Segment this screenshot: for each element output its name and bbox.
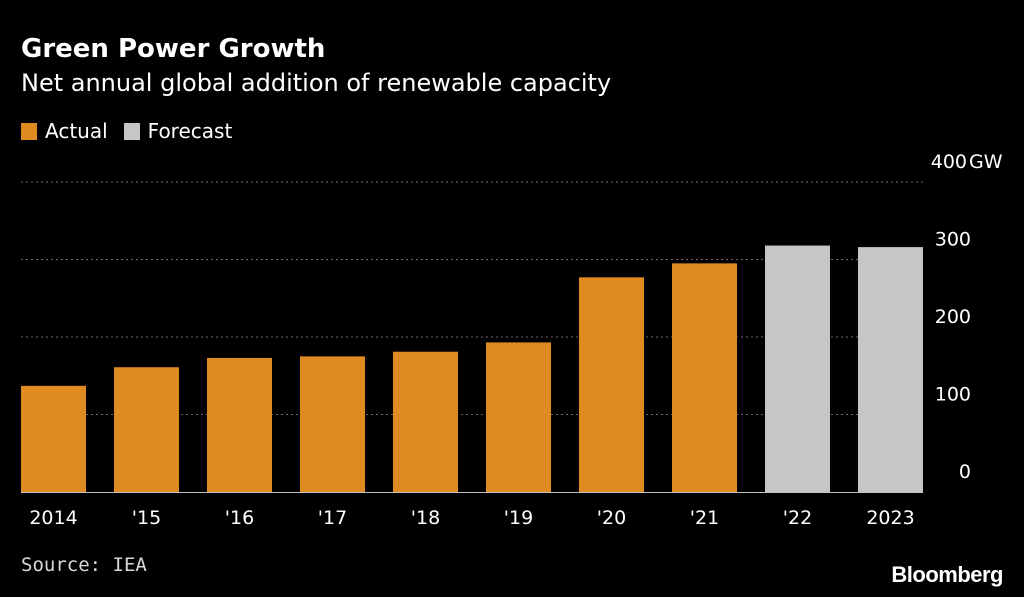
legend-item-actual: Actual <box>21 119 108 143</box>
x-tick-label-2: '16 <box>225 507 254 529</box>
chart-title: Green Power Growth <box>21 34 326 64</box>
y-tick-label-400: 400 <box>931 151 967 173</box>
bar-7 <box>672 263 737 492</box>
bar-9 <box>858 247 923 492</box>
legend-label-actual: Actual <box>45 119 108 143</box>
x-tick-label-5: '19 <box>504 507 533 529</box>
bar-4 <box>393 351 458 492</box>
x-tick-label-8: '22 <box>783 507 812 529</box>
legend-swatch-actual <box>21 122 37 140</box>
bloomberg-logo: Bloomberg <box>891 562 1003 587</box>
bar-6 <box>579 277 644 492</box>
y-tick-label-100: 100 <box>935 384 971 406</box>
bar-0 <box>21 385 86 492</box>
x-tick-label-4: '18 <box>411 507 440 529</box>
x-tick-label-7: '21 <box>690 507 719 529</box>
source-note: Source: IEA <box>21 554 147 576</box>
legend-swatch-forecast <box>123 122 140 140</box>
legend-label-forecast: Forecast <box>147 119 233 143</box>
bar-8 <box>765 245 830 492</box>
y-tick-label-0: 0 <box>959 461 971 483</box>
x-tick-label-6: '20 <box>597 507 626 529</box>
y-unit-label: GW <box>969 151 1003 173</box>
x-tick-label-0: 2014 <box>29 507 77 529</box>
legend-item-forecast: Forecast <box>123 119 233 143</box>
y-tick-label-300: 300 <box>935 229 971 251</box>
bar-5 <box>486 342 551 492</box>
bar-2 <box>207 357 272 492</box>
x-tick-label-9: 2023 <box>866 507 914 529</box>
legend: Actual Forecast <box>21 119 248 143</box>
x-tick-label-3: '17 <box>318 507 347 529</box>
bar-1 <box>114 367 179 492</box>
chart-subtitle: Net annual global addition of renewable … <box>21 69 612 97</box>
x-tick-label-1: '15 <box>132 507 161 529</box>
bar-3 <box>300 356 365 492</box>
y-tick-label-200: 200 <box>935 306 971 328</box>
